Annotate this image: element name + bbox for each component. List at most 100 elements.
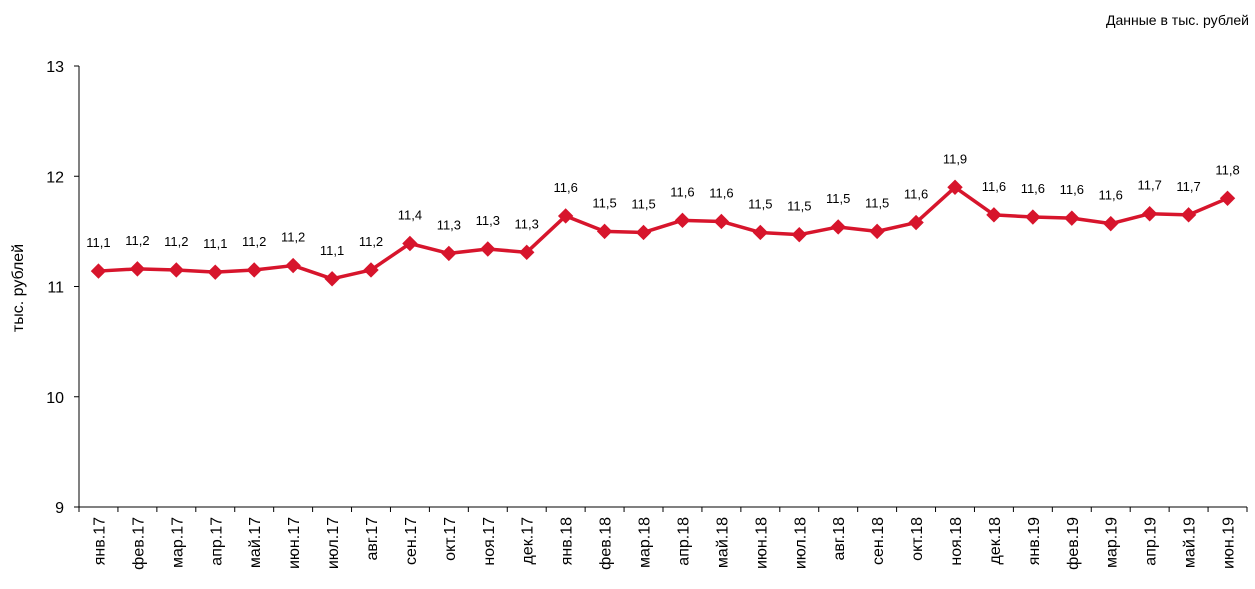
data-label: 11,1 (320, 243, 344, 258)
data-point-marker (90, 263, 107, 279)
x-category-label: июл.17 (325, 517, 342, 569)
y-tick-label: 11 (47, 280, 64, 297)
data-point-marker (713, 213, 730, 230)
data-label: 11,6 (1099, 188, 1123, 203)
x-category-label: июн.18 (753, 517, 770, 569)
data-label: 11,3 (437, 217, 461, 232)
data-label: 11,2 (281, 230, 305, 245)
data-point-marker (947, 179, 963, 195)
x-category-label: июн.17 (286, 517, 303, 569)
x-category-label: апр.19 (1143, 517, 1160, 566)
data-label: 11,6 (1021, 181, 1045, 196)
data-point-marker (869, 223, 885, 240)
data-point-marker (908, 214, 924, 231)
data-label: 11,2 (164, 234, 188, 249)
data-point-marker (1064, 210, 1080, 226)
data-point-marker (596, 223, 613, 240)
x-category-label: окт.18 (909, 517, 926, 561)
x-category-label: ноя.17 (481, 517, 498, 566)
data-point-marker (1180, 207, 1197, 223)
data-point-marker (441, 245, 457, 262)
data-point-marker (519, 244, 535, 261)
x-category-label: авг.18 (831, 517, 848, 561)
data-label: 11,7 (1137, 178, 1161, 193)
data-point-marker (752, 224, 769, 241)
data-label: 11,6 (670, 184, 694, 199)
series-line (98, 185, 1229, 281)
data-point-marker (363, 262, 379, 278)
x-category-label: апр.17 (208, 517, 225, 566)
chart-axes: 9 10 11 12 13 янв.17 фев.17 мар.17 апр.17 май.17 и… (46, 59, 1248, 570)
data-label: 11,3 (515, 216, 539, 231)
x-category-label: мар.18 (637, 517, 654, 568)
data-point-marker (1219, 190, 1236, 207)
data-label: 11,2 (359, 234, 383, 249)
y-tick-label: 12 (46, 169, 64, 186)
data-label: 11,5 (787, 199, 811, 214)
x-category-label: авг.17 (364, 517, 381, 561)
data-label: 11,5 (826, 191, 850, 206)
x-category-label: апр.18 (675, 517, 692, 566)
data-label: 11,6 (1060, 182, 1084, 197)
x-category-label: фев.18 (598, 517, 615, 570)
y-tick-label: 10 (46, 390, 64, 407)
chart-marks: 11,1 11,2 11,2 11,1 11,2 11,2 11,1 11,2 11,4 11,3… (86, 151, 1240, 287)
x-category-label: сен.18 (870, 517, 887, 565)
y-tick-label: 9 (55, 500, 64, 517)
data-label: 11,8 (1215, 162, 1239, 177)
x-category-label: окт.17 (442, 517, 459, 561)
x-category-label: янв.18 (559, 517, 576, 565)
data-point-marker (207, 264, 223, 280)
x-category-label: мар.17 (169, 517, 186, 568)
data-label: 11,6 (553, 180, 577, 195)
data-label: 11,5 (865, 195, 889, 210)
data-label: 11,4 (398, 208, 422, 223)
x-category-label: дек.17 (520, 517, 537, 565)
data-point-marker (168, 262, 185, 278)
data-point-marker (830, 219, 846, 235)
x-category-label: фев.17 (130, 517, 147, 570)
data-label: 11,5 (748, 196, 772, 211)
data-label: 11,7 (1176, 179, 1200, 194)
data-label: 11,1 (86, 235, 110, 250)
data-point-marker (480, 241, 496, 257)
data-point-marker (557, 208, 574, 224)
x-category-label: май.19 (1182, 517, 1199, 568)
x-category-label: янв.17 (91, 517, 108, 565)
data-label: 11,6 (982, 179, 1006, 194)
data-point-marker (674, 212, 691, 229)
data-point-marker (285, 257, 301, 274)
data-point-marker (986, 207, 1002, 223)
x-category-label: фев.19 (1065, 517, 1082, 570)
data-label: 11,1 (203, 236, 227, 251)
x-category-label: июн.19 (1221, 517, 1238, 569)
x-category-label: янв.19 (1026, 517, 1043, 565)
data-label: 11,3 (476, 213, 500, 228)
x-category-label: май.18 (714, 517, 731, 568)
data-point-marker (1103, 215, 1119, 232)
y-tick-label: 13 (46, 59, 64, 76)
data-label: 11,5 (592, 195, 616, 210)
x-category-label: ноя.18 (948, 517, 965, 566)
data-point-marker (635, 224, 652, 241)
data-label: 11,6 (709, 185, 733, 200)
data-point-marker (402, 235, 418, 252)
x-category-label: сен.17 (403, 517, 420, 565)
data-label: 11,9 (943, 151, 967, 166)
x-category-label: мар.19 (1104, 517, 1121, 568)
data-label: 11,2 (242, 234, 266, 249)
data-label: 11,2 (125, 233, 149, 248)
x-category-label: дек.18 (987, 517, 1004, 565)
data-point-marker (1141, 206, 1158, 222)
x-category-label: июл.18 (792, 517, 809, 569)
units-note: Данные в тыс. рублей (1105, 12, 1249, 28)
y-axis-title: тыс. рублей (10, 244, 27, 332)
data-point-marker (791, 226, 807, 243)
data-point-marker (129, 261, 146, 277)
data-label: 11,6 (904, 187, 928, 202)
x-category-label: май.17 (247, 517, 264, 568)
data-point-marker (1025, 209, 1041, 225)
data-label: 11,5 (631, 196, 655, 211)
data-point-marker (324, 271, 340, 287)
